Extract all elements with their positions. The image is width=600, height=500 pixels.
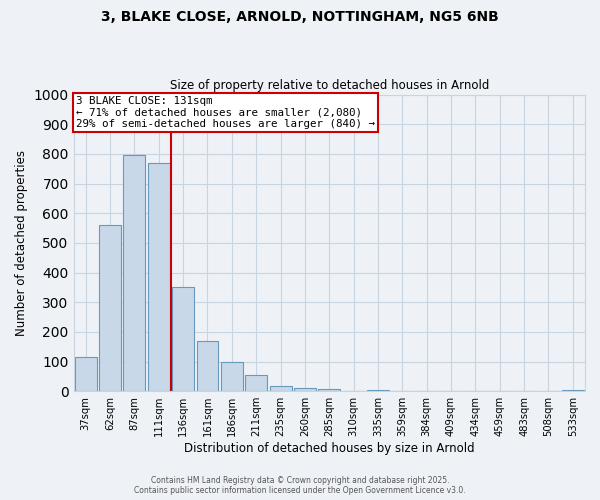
Bar (367, 390, 389, 391)
Text: 3, BLAKE CLOSE, ARNOLD, NOTTINGHAM, NG5 6NB: 3, BLAKE CLOSE, ARNOLD, NOTTINGHAM, NG5 … (101, 10, 499, 24)
Bar (99, 225, 121, 391)
Bar (294, 388, 316, 391)
Title: Size of property relative to detached houses in Arnold: Size of property relative to detached ho… (170, 79, 489, 92)
Text: 3 BLAKE CLOSE: 131sqm
← 71% of detached houses are smaller (2,080)
29% of semi-d: 3 BLAKE CLOSE: 131sqm ← 71% of detached … (76, 96, 375, 129)
X-axis label: Distribution of detached houses by size in Arnold: Distribution of detached houses by size … (184, 442, 475, 455)
Bar (562, 390, 584, 391)
Bar (269, 386, 292, 391)
Bar (124, 156, 145, 391)
Bar (221, 362, 243, 391)
Bar (148, 163, 170, 391)
Bar (172, 288, 194, 391)
Bar (197, 342, 218, 391)
Text: Contains HM Land Registry data © Crown copyright and database right 2025.
Contai: Contains HM Land Registry data © Crown c… (134, 476, 466, 495)
Bar (245, 376, 267, 391)
Bar (75, 357, 97, 391)
Y-axis label: Number of detached properties: Number of detached properties (15, 150, 28, 336)
Bar (319, 389, 340, 391)
